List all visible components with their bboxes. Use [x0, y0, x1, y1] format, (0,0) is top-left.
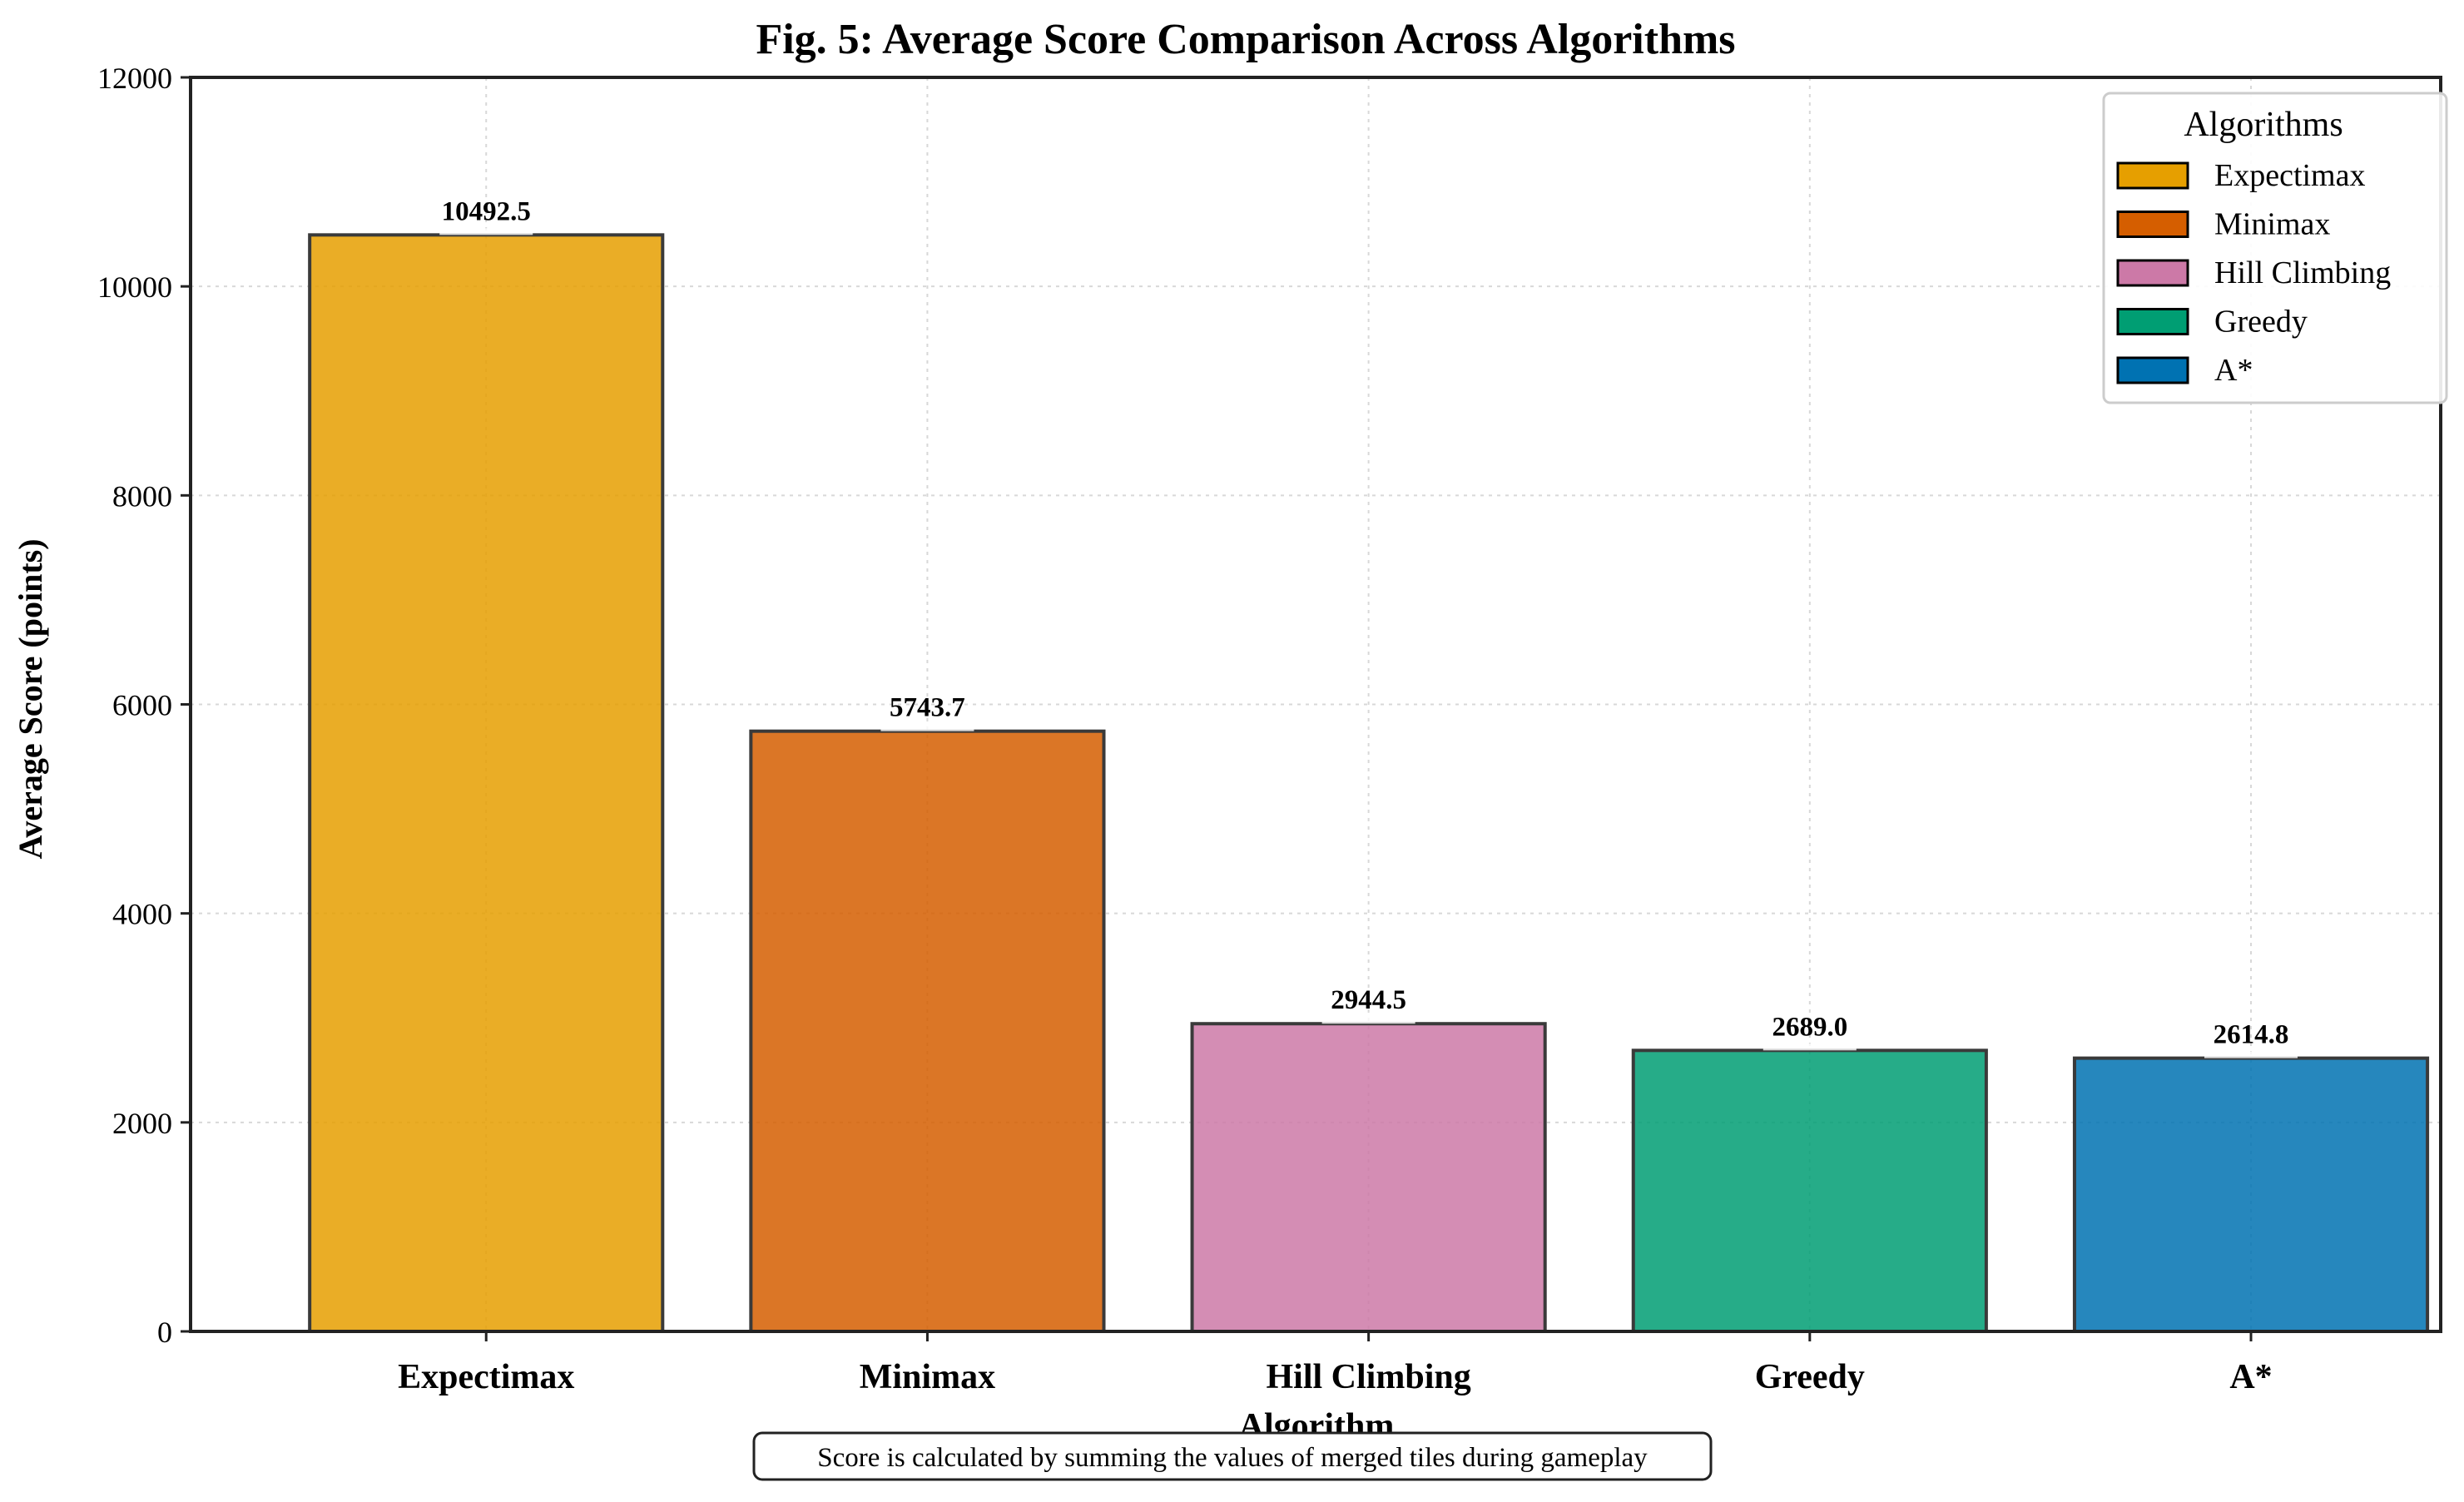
- footnote-text: Score is calculated by summing the value…: [817, 1443, 1648, 1473]
- value-label: 5743.7: [890, 693, 965, 723]
- legend-title: Algorithms: [2184, 106, 2343, 144]
- plot-frame: [189, 76, 2442, 1333]
- legend-swatch: [2116, 308, 2189, 335]
- y-tick-label: 6000: [112, 689, 172, 722]
- y-tick-label: 10000: [97, 270, 172, 304]
- bar-hill-climbing: [1190, 1022, 1547, 1333]
- value-label-backing: [2204, 1051, 2298, 1058]
- legend-entry-label: Hill Climbing: [2214, 255, 2391, 290]
- bar-minimax: [749, 729, 1106, 1333]
- x-tick-label: Greedy: [1755, 1358, 1865, 1396]
- y-tick-label: 8000: [112, 479, 172, 513]
- y-tick-label: 12000: [97, 62, 172, 95]
- y-tick-label: 2000: [112, 1107, 172, 1140]
- chart-title: Fig. 5: Average Score Comparison Across …: [756, 16, 1735, 63]
- bar-greedy: [1631, 1048, 1988, 1333]
- y-tick-label: 0: [157, 1316, 172, 1349]
- footnote-box: [752, 1431, 1713, 1481]
- legend-swatch: [2116, 211, 2189, 238]
- value-label: 2614.8: [2214, 1020, 2289, 1050]
- x-tick-label: Hill Climbing: [1267, 1358, 1471, 1396]
- value-label-backing: [880, 724, 974, 731]
- legend-entries: Expectimax Minimax Hill Climbing Greedy A*: [2116, 158, 2391, 388]
- legend-entry-label: Expectimax: [2214, 158, 2365, 193]
- bar-expectimax: [308, 233, 665, 1333]
- labels-layer: 0 2000 4000 6000 8000 10000 12000 10492.5 Expect…: [97, 62, 2298, 1396]
- legend: Algorithms Expectimax Minimax Hill Climbin…: [2102, 92, 2448, 404]
- x-tick-label: Expectimax: [398, 1358, 574, 1396]
- value-label: 10492.5: [442, 196, 531, 226]
- legend-swatch: [2116, 161, 2189, 190]
- bar-a-: [2072, 1056, 2430, 1334]
- y-tick-label: 4000: [112, 898, 172, 931]
- legend-swatch: [2116, 356, 2189, 384]
- x-tick-label: Minimax: [860, 1358, 995, 1396]
- legend-swatch: [2116, 259, 2189, 287]
- value-label-backing: [1321, 1017, 1415, 1024]
- legend-box: [2102, 92, 2448, 404]
- footnote: Score is calculated by summing the value…: [752, 1431, 1713, 1481]
- value-label: 2944.5: [1331, 985, 1406, 1015]
- legend-entry-label: A*: [2214, 353, 2253, 388]
- value-label-backing: [439, 228, 533, 235]
- value-label-backing: [1762, 1043, 1857, 1051]
- legend-entry-label: Greedy: [2214, 305, 2308, 340]
- legend-entry-label: Minimax: [2214, 207, 2330, 242]
- y-axis-label: Average Score (points): [12, 538, 49, 859]
- axes-layer: [181, 76, 2442, 1341]
- value-label: 2689.0: [1772, 1012, 1847, 1042]
- x-tick-label: A*: [2229, 1358, 2272, 1396]
